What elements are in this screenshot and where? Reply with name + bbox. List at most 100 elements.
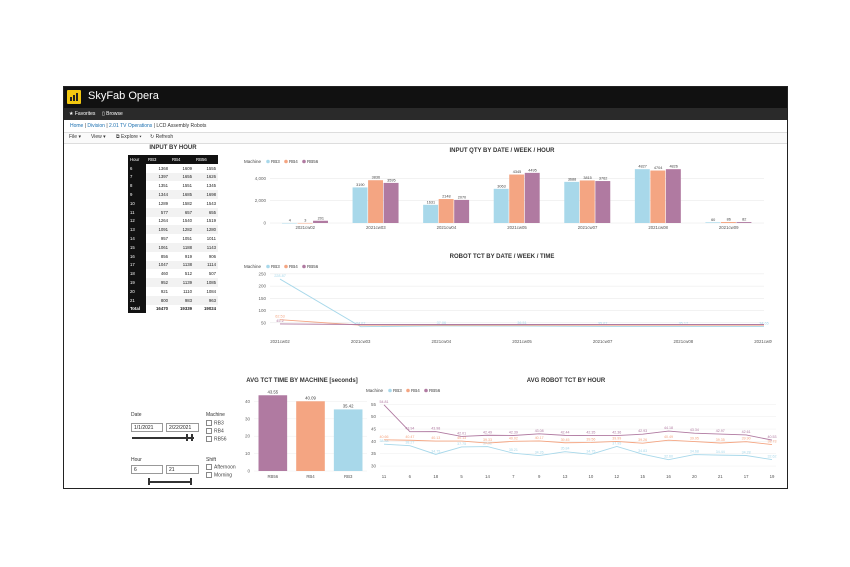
legend-marker — [284, 264, 288, 269]
machine-checkbox-rb4[interactable]: RB4 — [206, 428, 224, 434]
table-row: 14 957 1051 1011 — [128, 234, 218, 243]
browse-button[interactable]: ▯ Browse — [100, 108, 125, 120]
refresh-button[interactable]: ↻ Refresh — [150, 134, 173, 140]
data-label: 37.75 — [457, 442, 466, 446]
date-to-input[interactable]: 2/22/2021 — [166, 423, 199, 432]
favorites-button[interactable]: ★ Favorites — [67, 108, 97, 120]
data-label: 34.83 — [638, 449, 647, 453]
machine-checkbox-rb3[interactable]: RB3 — [206, 420, 224, 426]
data-label: 3 — [304, 218, 306, 222]
table-header-row: Hour RB3 RB4 RB56 — [128, 155, 218, 164]
checkbox-label: Morning — [214, 472, 233, 479]
breadcrumb-operations[interactable]: 2.01 TV Operations — [109, 123, 153, 129]
value-cell: 1551 — [182, 183, 192, 189]
data-label: 82 — [742, 218, 746, 222]
data-label: 3190 — [356, 183, 364, 187]
menu-bar: File ▾ View ▾ ⧉ Explore ▾ ↻ Refresh — [64, 132, 787, 144]
bar — [423, 204, 439, 223]
checkbox-icon — [206, 464, 212, 470]
title-bar: SkyFab Opera — [64, 87, 787, 108]
date-range-slider[interactable] — [132, 437, 194, 439]
y-tick-label: 50 — [371, 414, 377, 419]
checkbox-label: RB56 — [214, 436, 227, 443]
checkbox-icon — [206, 428, 212, 434]
data-label: 38.27 — [405, 441, 414, 445]
hour-slider-handle[interactable] — [148, 478, 150, 485]
data-label: 32.60 — [664, 455, 673, 459]
explore-menu[interactable]: ⧉ Explore ▾ — [116, 134, 141, 140]
hour-from-input[interactable]: 6 — [131, 465, 163, 474]
checkbox-icon — [206, 436, 212, 442]
data-label: 4704 — [654, 166, 662, 170]
table-row: 11 577 657 655 — [128, 207, 218, 217]
y-tick-label: 10 — [245, 451, 251, 456]
data-label: 40.47 — [405, 435, 414, 439]
data-label: 34.65 — [759, 322, 769, 326]
value-cell: 952 — [146, 278, 170, 287]
data-label: 40.02 — [509, 436, 518, 440]
hour-cell: 10 — [128, 198, 146, 208]
breadcrumb-division[interactable]: Division — [87, 123, 105, 129]
data-label: 37.92 — [483, 442, 492, 446]
bar — [736, 222, 752, 223]
bar — [705, 222, 721, 223]
value-cell: 1685 — [170, 190, 194, 199]
x-tick-label: 2021cw07 — [578, 225, 598, 230]
shift-checkbox-afternoon[interactable]: Afternoon — [206, 464, 236, 470]
date-slider-handle[interactable] — [186, 434, 188, 441]
x-tick-label: 2021cw08 — [648, 225, 668, 230]
shift-slicer-label: Shift — [206, 457, 217, 463]
legend-label: RB3 — [393, 388, 402, 393]
table-row: 7 1397 1655 1626 — [128, 172, 218, 182]
legend-marker — [424, 388, 428, 393]
app-title: SkyFab Opera — [88, 90, 159, 102]
data-label: 40.49 — [664, 435, 673, 439]
x-tick-label: 16 — [666, 474, 671, 479]
x-tick-label: 17 — [744, 474, 749, 479]
bar — [258, 395, 288, 471]
value-cell: 1011 — [206, 236, 216, 242]
data-label: 43.98 — [431, 427, 440, 431]
explore-menu-label: Explore — [120, 134, 138, 140]
data-label: 34.75 — [431, 449, 440, 453]
legend-label: RB56 — [307, 264, 319, 269]
hour-cell: 17 — [128, 260, 146, 270]
x-tick-label: 12 — [614, 474, 619, 479]
date-slider-handle[interactable] — [191, 434, 193, 441]
data-label: 39.35 — [716, 438, 725, 442]
y-tick-label: 50 — [261, 320, 267, 325]
x-tick-label: 2021cw08 — [674, 339, 694, 344]
table-row: 12 1264 1540 1519 — [128, 216, 218, 226]
view-menu[interactable]: View ▾ — [91, 134, 106, 140]
machine-checkbox-rb56[interactable]: RB56 — [206, 436, 227, 442]
legend-label: RB3 — [271, 264, 280, 269]
value-cell: 1368 — [158, 165, 168, 171]
legend-label: RB3 — [271, 159, 280, 164]
file-menu[interactable]: File ▾ — [69, 134, 81, 140]
hour-to-input[interactable]: 21 — [166, 465, 199, 474]
data-label: 34.44 — [716, 450, 725, 454]
value-cell: 921 — [160, 288, 168, 294]
series-line-rb4 — [383, 439, 773, 445]
refresh-label: Refresh — [155, 134, 174, 140]
x-tick-label: 7 — [512, 474, 515, 479]
x-tick-label: 9 — [538, 474, 541, 479]
bar — [383, 182, 399, 223]
data-label: 3595 — [387, 178, 395, 182]
breadcrumb-home[interactable]: Home — [70, 123, 84, 129]
value-cell: 1540 — [182, 218, 192, 224]
legend-label: RB4 — [289, 264, 298, 269]
x-tick-label: 6 — [409, 474, 412, 479]
x-tick-label: 21 — [718, 474, 723, 479]
data-label: 3762 — [599, 177, 607, 181]
y-tick-label: 40 — [245, 399, 251, 404]
legend-marker — [302, 264, 306, 269]
data-label: 42.49 — [483, 430, 492, 434]
hour-slider-handle[interactable] — [190, 478, 192, 485]
data-label: 39.99 — [612, 436, 621, 440]
column-header: RB56 — [194, 155, 218, 164]
hour-range-slider[interactable] — [148, 481, 192, 483]
shift-checkbox-morning[interactable]: Morning — [206, 472, 232, 478]
x-tick-label: 15 — [640, 474, 645, 479]
date-from-input[interactable]: 1/1/2021 — [131, 423, 163, 432]
